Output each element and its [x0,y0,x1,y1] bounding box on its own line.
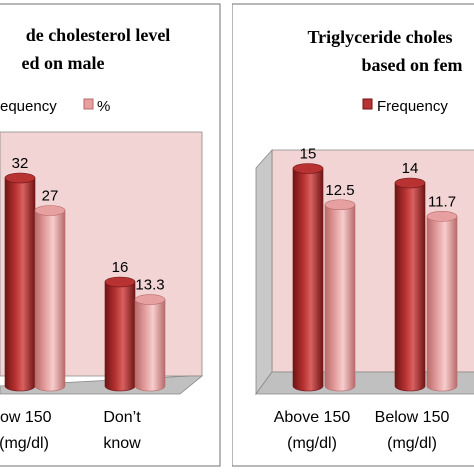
left-data-label-1-1: 13.3 [135,277,164,294]
right-tick-label-1-1: (mg/dl) [387,435,437,452]
right-tick-label-0-0: Above 150 [274,409,351,426]
right-bar-1-0 [324,199,356,392]
right-legend: Frequency [362,98,448,115]
right-bar-0-1 [394,177,426,392]
left-data-label-0-1: 16 [112,259,129,276]
left-tick-label-0-0: low 150 [0,409,52,426]
left-bar-0-0 [4,172,36,392]
right-side-wall [255,148,273,396]
right-bar-1-1 [426,211,458,392]
left-legend-label-percent: % [97,98,110,115]
left-legend-swatch-percent [83,98,94,110]
left-legend: equency % [0,98,110,115]
right-chart-title-line1: Triglyceride choles [307,27,452,47]
right-data-label-1-1: 11.7 [428,193,456,210]
left-data-label-0-0: 32 [12,155,29,172]
left-bar-1-1 [134,294,166,392]
left-tick-label-1-0: Don’t [103,409,141,426]
left-chart-title-line1: de cholesterol level [26,25,171,45]
left-chart-panel: de cholesterol level ed on male equency … [0,3,221,467]
right-data-label-1-0: 12.5 [325,182,354,199]
right-legend-swatch-frequency [362,98,373,110]
left-tick-label-0-1: (mg/dl) [0,435,49,452]
left-data-label-1-0: 27 [42,188,59,205]
left-legend-label-frequency: equency [0,98,57,115]
right-chart-panel: Triglyceride choles based on fem Frequen… [232,3,474,467]
right-tick-label-1-0: Below 150 [375,409,450,426]
left-bar-0-1 [104,276,136,392]
left-bar-1-0 [34,205,66,392]
right-chart-title-line2: based on fem [361,55,462,75]
left-chart-title-line2: ed on male [22,53,105,73]
right-bar-0-0 [292,163,324,392]
right-legend-label-frequency: Frequency [377,98,448,115]
left-tick-label-1-1: know [103,435,141,452]
right-tick-label-0-1: (mg/dl) [287,435,337,452]
right-data-label-0-0: 15 [300,146,317,163]
right-data-label-0-1: 14 [402,160,419,177]
